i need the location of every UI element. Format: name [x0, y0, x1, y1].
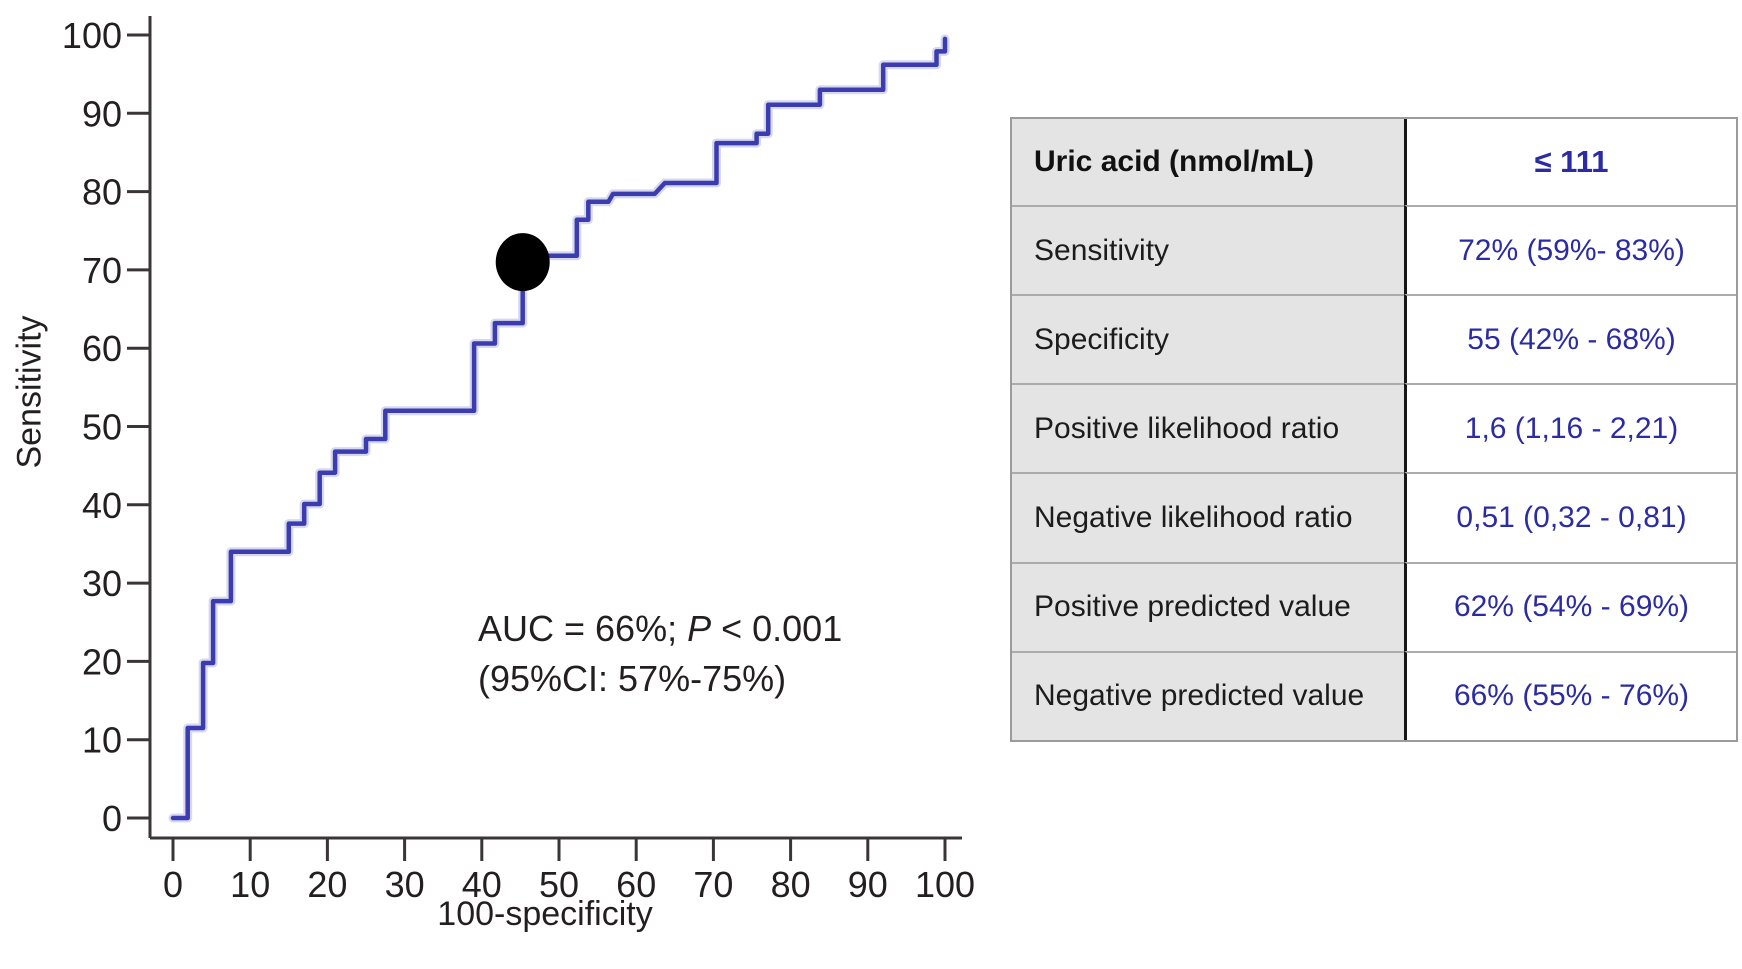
y-tick-label: 70 [82, 250, 122, 291]
table-row-label-sensitivity: Sensitivity [1012, 205, 1404, 295]
auc-annotation-line2: (95%CI: 57%-75%) [478, 658, 787, 699]
table-row-value-positive-predicted-value: 62% (54% - 69%) [1404, 561, 1736, 651]
y-tick-label: 100 [62, 15, 122, 56]
operating-point-dot [495, 233, 550, 292]
roc-curve [170, 36, 948, 821]
table-row-label-negative-predicted-value: Negative predicted value [1012, 650, 1404, 740]
table-row-value-sensitivity: 72% (59%- 83%) [1404, 205, 1736, 295]
y-tick-label: 80 [82, 172, 122, 213]
x-tick-label: 10 [230, 864, 270, 905]
table-row-value-specificity: 55 (42% - 68%) [1404, 294, 1736, 384]
stats-table: Uric acid (nmol/mL) ≤ 111 Sensitivity 72… [1010, 117, 1738, 742]
table-row-label-positive-likelihood-ratio: Positive likelihood ratio [1012, 383, 1404, 473]
y-tick-label: 90 [82, 93, 122, 134]
x-tick-label: 70 [693, 864, 733, 905]
table-row-value-negative-likelihood-ratio: 0,51 (0,32 - 0,81) [1404, 472, 1736, 562]
auc-annotation-line1: AUC = 66%; P < 0.001 [478, 604, 842, 654]
x-tick-label: 90 [848, 864, 888, 905]
x-tick-label: 20 [307, 864, 347, 905]
x-tick-label: 50 [539, 864, 579, 905]
p-symbol: P [687, 608, 712, 649]
table-row-value-negative-predicted-value: 66% (55% - 76%) [1404, 650, 1736, 740]
x-tick-label: 0 [163, 864, 183, 905]
x-tick-label: 60 [616, 864, 656, 905]
x-tick-label: 30 [385, 864, 425, 905]
y-tick-label: 40 [82, 485, 122, 526]
table-header-label: Uric acid (nmol/mL) [1012, 119, 1404, 205]
table-row-value-positive-likelihood-ratio: 1,6 (1,16 - 2,21) [1404, 383, 1736, 473]
y-tick-label: 30 [82, 563, 122, 604]
p-value-text: < 0.001 [711, 608, 843, 649]
y-axis-title: Sensitivity [10, 315, 49, 469]
roc-chart-canvas: 0 10 20 30 40 50 60 70 80 90 100 0 10 20 30 40 50 60 70 80 9… [62, 15, 975, 905]
auc-text: AUC = 66%; [478, 608, 688, 649]
y-tick-label: 50 [82, 407, 122, 448]
y-tick-label: 60 [82, 328, 122, 369]
table-row-label-negative-likelihood-ratio: Negative likelihood ratio [1012, 472, 1404, 562]
y-tick-label: 20 [82, 641, 122, 682]
y-tick-label: 0 [102, 798, 122, 839]
x-tick-label: 100 [915, 864, 975, 905]
x-tick-label: 80 [771, 864, 811, 905]
table-row-label-positive-predicted-value: Positive predicted value [1012, 561, 1404, 651]
table-row-label-specificity: Specificity [1012, 294, 1404, 384]
table-header-value: ≤ 111 [1404, 119, 1736, 205]
auc-annotation: AUC = 66%; P < 0.001 (95%CI: 57%-75%) [478, 604, 842, 704]
y-tick-label: 10 [82, 720, 122, 761]
x-axis-title: 100-specificity [437, 895, 653, 933]
x-tick-label: 40 [462, 864, 502, 905]
